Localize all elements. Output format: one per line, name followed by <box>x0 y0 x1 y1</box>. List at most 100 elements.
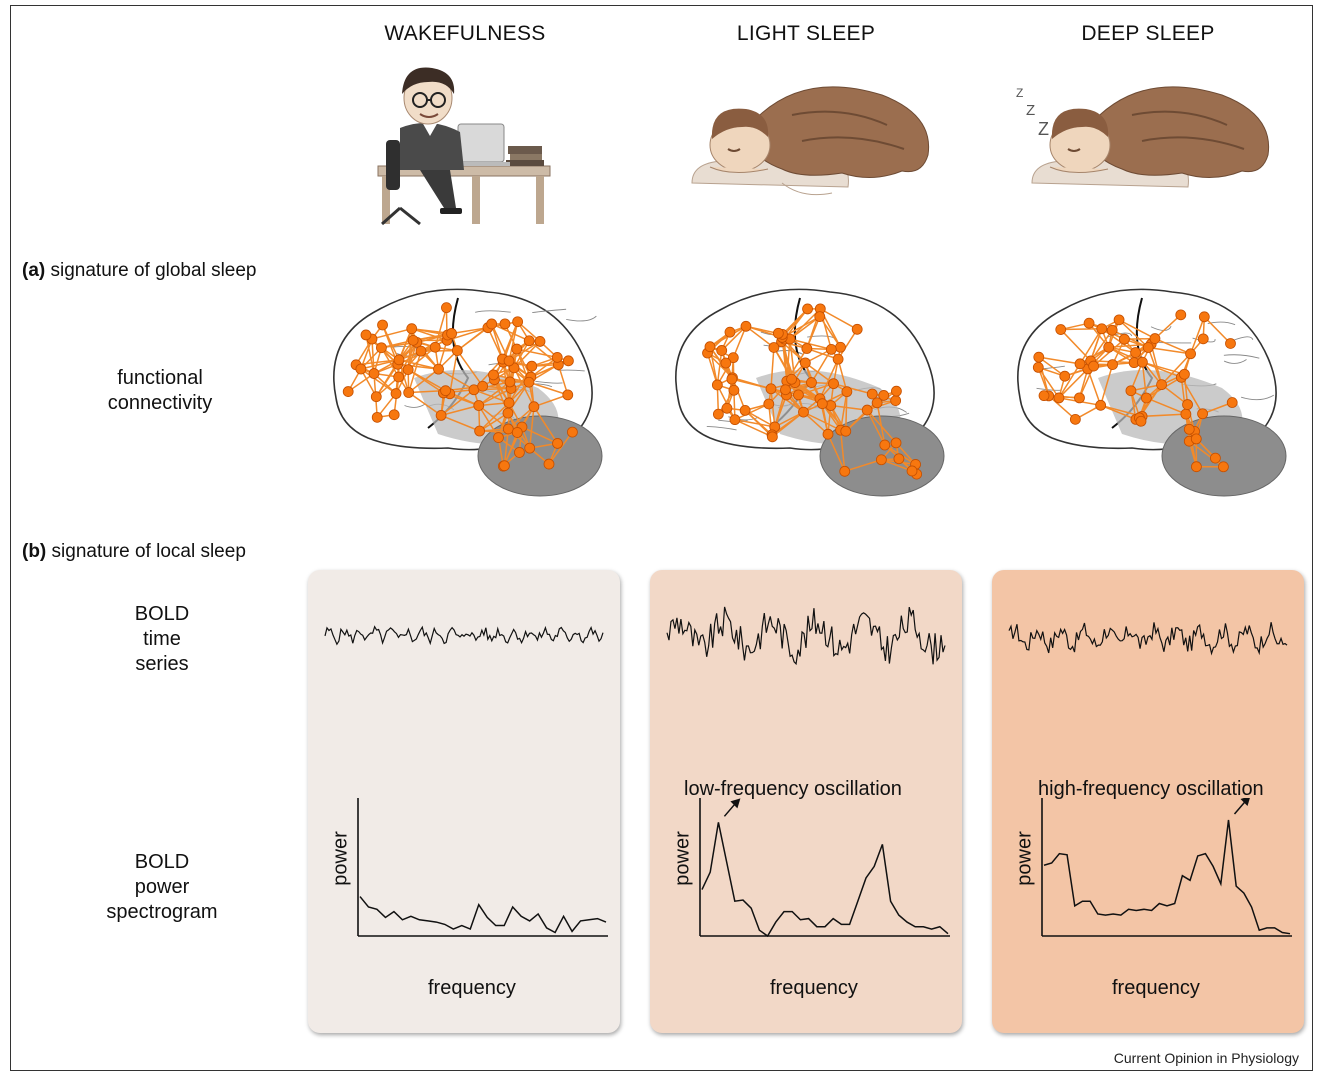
network-node <box>441 302 452 314</box>
connectivity-edge <box>381 339 414 349</box>
network-node <box>368 368 380 379</box>
network-node <box>740 320 752 332</box>
section-a-text: signature of global sleep <box>45 260 257 281</box>
annotation-high-frequency-oscillation: high-frequency oscillation <box>1038 778 1264 800</box>
x-axis-label: frequency <box>428 977 516 999</box>
connectivity-edge <box>1058 368 1089 399</box>
network-node <box>724 326 736 338</box>
network-node <box>1191 461 1202 473</box>
network-node <box>393 371 405 383</box>
network-node <box>1197 333 1209 345</box>
connectivity-edge <box>491 323 530 342</box>
network-node <box>567 426 578 438</box>
connectivity-edge <box>1079 328 1103 365</box>
bold-time-series-wakefulness <box>324 625 604 646</box>
connectivity-edge <box>731 378 772 390</box>
network-node <box>503 355 515 367</box>
network-node <box>866 388 878 400</box>
connectivity-edge <box>789 338 832 351</box>
connectivity-edge <box>844 459 882 473</box>
network-node <box>528 401 540 413</box>
connectivity-edge <box>360 368 397 395</box>
network-node <box>1135 415 1147 427</box>
network-node <box>1107 359 1118 371</box>
network-node <box>526 360 538 372</box>
gyrus-line <box>475 310 511 313</box>
network-node <box>891 385 902 397</box>
row-label-functional-connectivity: functional connectivity <box>70 366 250 416</box>
network-node <box>861 404 873 416</box>
network-node <box>1096 323 1108 335</box>
row-label-line: spectrogram <box>106 901 218 923</box>
row-label-line: functional <box>117 367 203 389</box>
gyrus-line <box>1241 394 1275 401</box>
connectivity-edge <box>381 324 400 361</box>
cerebellum <box>1161 415 1287 497</box>
bold-signal-line <box>1008 622 1288 656</box>
network-node <box>832 353 844 365</box>
connectivity-edge <box>1148 346 1191 355</box>
connectivity-edge <box>732 326 747 358</box>
network-node <box>1033 351 1045 363</box>
connectivity-edge <box>449 350 459 394</box>
network-node <box>828 378 839 390</box>
connectivity-edge <box>716 384 736 420</box>
network-node <box>890 437 902 449</box>
network-node <box>1142 342 1154 353</box>
network-node <box>1095 399 1107 411</box>
network-node <box>377 319 388 331</box>
sleep-z-small: Z <box>1016 86 1023 100</box>
network-node <box>1218 461 1229 473</box>
connectivity-edge <box>434 307 448 348</box>
network-node <box>1055 324 1067 335</box>
gyrus-line <box>1223 354 1260 359</box>
gyrus-line <box>1223 359 1247 364</box>
network-node <box>486 318 498 330</box>
connectivity-edge <box>771 411 804 438</box>
connectivity-edge <box>803 411 841 431</box>
network-node <box>446 328 457 339</box>
gyrus-line <box>535 380 563 384</box>
connectivity-edge <box>721 325 747 351</box>
network-node <box>504 376 516 388</box>
network-node <box>1190 433 1202 445</box>
connectivity-edge <box>1099 364 1114 406</box>
row-label-line: time <box>143 628 181 650</box>
network-node <box>499 318 511 330</box>
network-node <box>393 354 405 366</box>
network-node <box>1179 368 1190 380</box>
network-node <box>1069 413 1081 425</box>
gyrus-line <box>532 308 567 314</box>
network-node <box>726 373 738 385</box>
connectivity-edge <box>1101 328 1137 354</box>
peak-arrow-head <box>1240 798 1250 806</box>
row-label-line: connectivity <box>107 392 213 414</box>
connectivity-edge <box>491 323 510 362</box>
connectivity-edge <box>773 347 793 380</box>
network-node <box>763 398 775 410</box>
gyrus-line <box>566 315 597 322</box>
network-node <box>739 404 751 416</box>
connectivity-edge <box>1161 384 1188 406</box>
network-node <box>562 389 574 401</box>
connectivity-edge <box>533 406 559 444</box>
network-node <box>511 343 523 355</box>
connectivity-edge <box>408 368 439 394</box>
network-node <box>514 447 525 458</box>
network-node <box>879 439 891 451</box>
network-node <box>1156 379 1167 391</box>
connectivity-edge <box>837 328 858 360</box>
panel-deep-sleep: high-frequency oscillation power frequen… <box>992 570 1304 1033</box>
section-b-heading: (b) signature of local sleep <box>22 541 246 563</box>
network-node <box>875 454 887 466</box>
network-node <box>841 386 853 398</box>
network-node <box>429 341 441 353</box>
network-node <box>1074 358 1086 370</box>
network-node <box>1074 392 1085 404</box>
connectivity-edge <box>1060 328 1102 331</box>
connectivity-edge <box>839 430 846 472</box>
connectivity-edge <box>507 406 535 430</box>
connectivity-edge <box>845 391 848 432</box>
connectivity-edge <box>1048 395 1076 420</box>
section-a-prefix: (a) <box>22 260 46 281</box>
